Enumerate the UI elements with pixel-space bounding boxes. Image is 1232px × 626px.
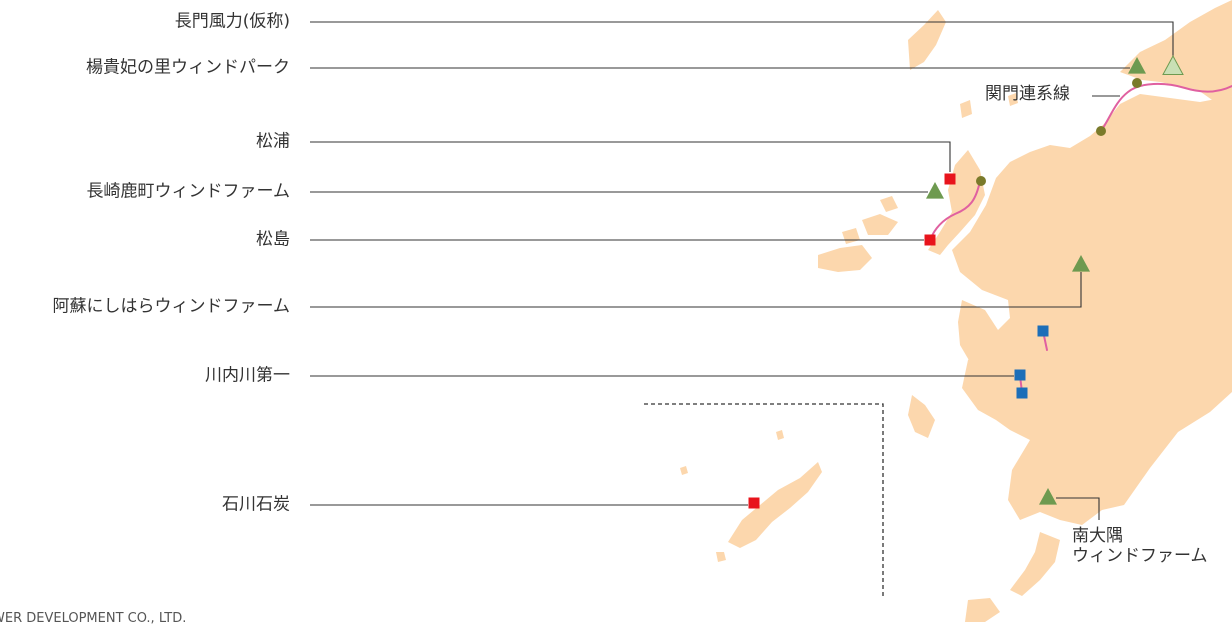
label-kanmon-interconnection: 関門連系線 [985,84,1070,104]
label-nagato: 長門風力(仮称) [174,11,290,32]
label-minami-osumi-line2: ウィンドファーム [1072,545,1208,566]
wind-triangle-icon [1072,255,1090,272]
land-area-2 [928,150,985,255]
land-area-1 [952,94,1232,525]
land-area-0 [1120,0,1232,102]
label-matsuura: 松浦 [256,131,290,152]
land-area-11 [908,10,946,70]
inset-boundary-line [644,403,884,598]
kanmon-cable [1100,82,1232,132]
substation-icon [976,176,986,186]
plant-markers [748,54,1184,509]
land-area-9 [842,228,860,244]
wind-triangle-icon [1039,488,1057,505]
leader-nagato [310,21,1174,58]
label-minami-osumi-line1: 南大隅 [1072,526,1123,546]
substation-icon [1096,126,1106,136]
thermal-square-icon [748,497,760,509]
label-minami-osumi: 南大隅 ウィンドファーム [1072,526,1208,566]
land-area-5 [1010,532,1060,596]
wind-planned-triangle-icon [1162,54,1184,75]
label-yokihi: 楊貴妃の里ウィンドパーク [86,57,290,78]
label-ishikawa: 石川石炭 [222,494,290,515]
label-matsushima: 松島 [256,229,290,250]
thermal-square-icon [924,234,936,246]
nagasaki-cable [929,180,981,241]
land-area-3 [958,300,998,362]
substation-icon [1132,78,1142,88]
land-area-10 [880,196,898,212]
land-area-8 [862,214,898,235]
hydro-square-icon [1014,369,1026,381]
hydro-square-icon [1037,325,1049,337]
label-sendai: 川内川第一 [205,365,290,386]
label-aso: 阿蘇にしはらウィンドファーム [52,296,291,317]
leader-matsuura [310,141,951,172]
land-area-16 [776,430,784,440]
leader-osumi [1056,497,1100,520]
footer-copyright: WER DEVELOPMENT CO., LTD. [0,611,187,626]
land-area-17 [680,466,688,475]
land-area-7 [818,245,872,272]
land-areas [680,0,1232,622]
land-area-4 [908,395,935,438]
label-shikamachi: 長崎鹿町ウィンドファーム [86,181,291,202]
land-area-6 [965,598,1000,622]
land-area-12 [960,100,972,118]
thermal-square-icon [944,173,956,185]
land-area-15 [716,552,726,562]
hydro-square-icon [1016,387,1028,399]
wind-triangle-icon [926,182,944,199]
leader-aso [310,272,1082,308]
wind-triangle-icon [1128,57,1146,74]
land-area-14 [728,462,822,548]
leader-lines [310,21,1174,598]
land-area-13 [1008,93,1018,106]
